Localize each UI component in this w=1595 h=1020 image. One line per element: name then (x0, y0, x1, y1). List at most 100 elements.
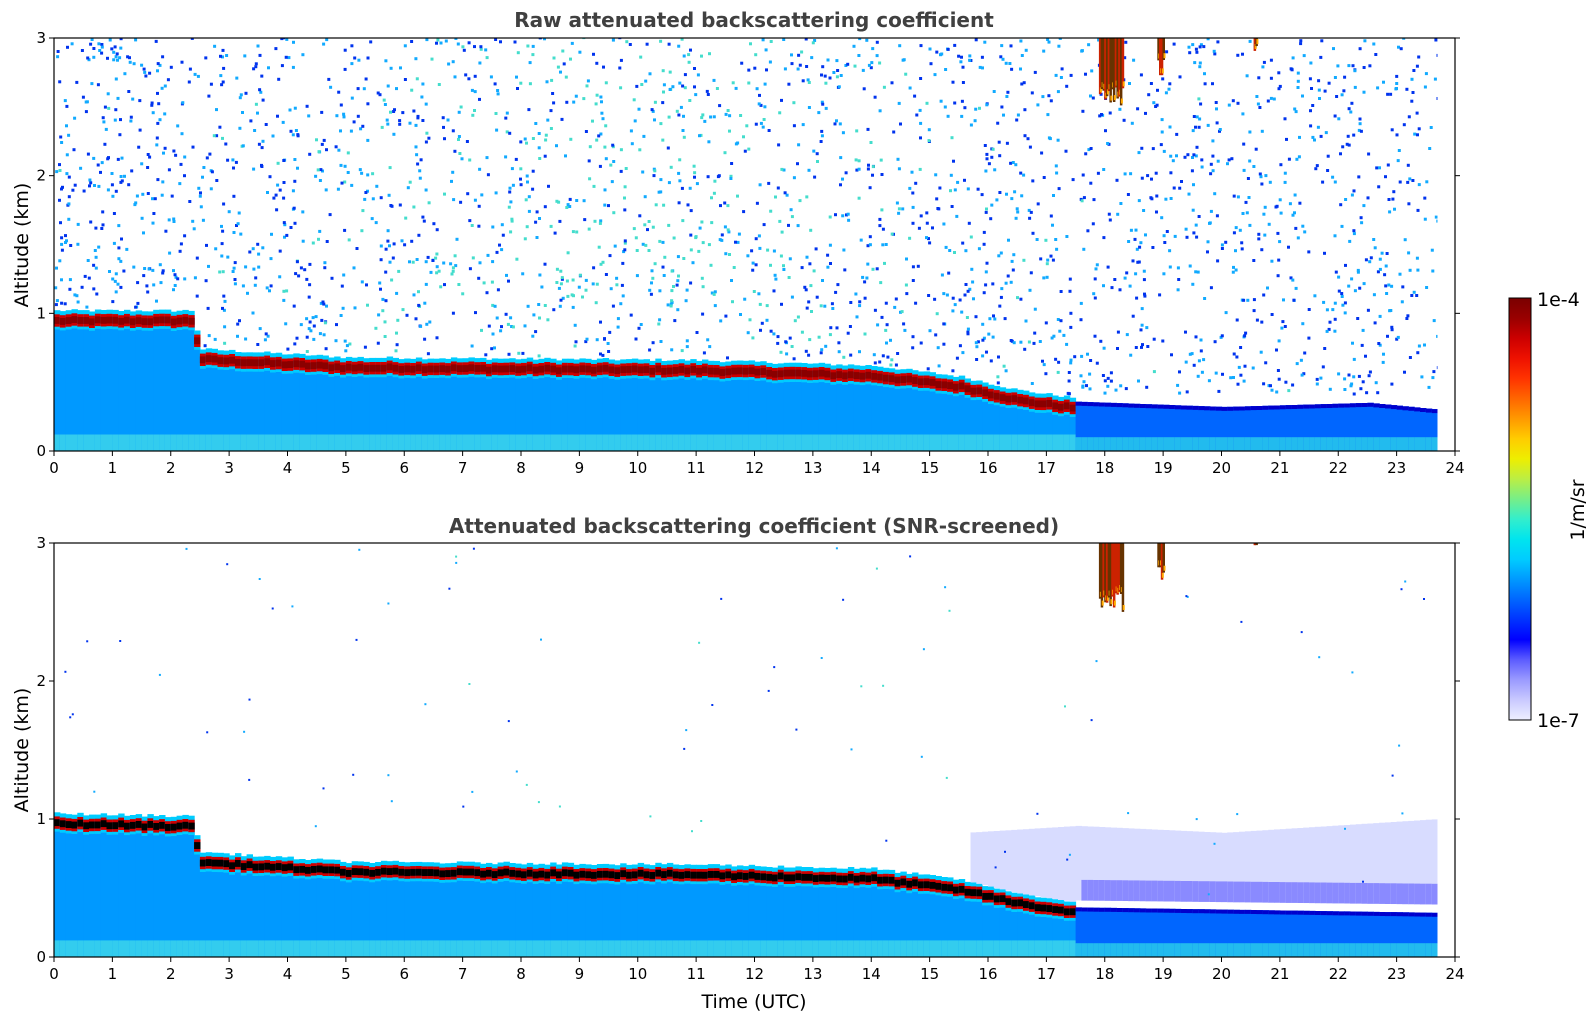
noise-speck (571, 305, 575, 309)
noise-speck (757, 102, 761, 106)
noise-speck (961, 65, 965, 69)
noise-speck (1192, 153, 1196, 157)
aerosol-column (1198, 909, 1205, 957)
noise-speck (1309, 124, 1313, 128)
noise-speck (1081, 384, 1085, 388)
noise-speck (1432, 319, 1436, 323)
noise-speck (828, 333, 832, 337)
noise-speck (287, 56, 291, 60)
aerosol-top (1192, 909, 1199, 914)
noise-speck (1036, 202, 1040, 206)
surface-layer (824, 940, 831, 957)
cloud-core (947, 884, 954, 892)
noise-speck (355, 638, 358, 641)
noise-speck (119, 175, 123, 178)
noise-speck (871, 173, 874, 177)
noise-speck (366, 102, 370, 106)
surface-layer (1361, 943, 1368, 957)
noise-speck (753, 66, 757, 70)
surface-layer (970, 434, 977, 451)
surface-layer (1133, 943, 1141, 957)
screened-haze (1408, 820, 1415, 905)
aerosol-column (731, 880, 738, 957)
noise-speck (648, 32, 651, 35)
noise-speck (1352, 133, 1356, 137)
surface-layer (1402, 437, 1409, 451)
noise-speck (953, 303, 957, 307)
noise-speck (1081, 173, 1085, 177)
noise-speck (1226, 162, 1229, 166)
noise-speck (525, 141, 528, 145)
noise-speck (675, 109, 679, 113)
noise-speck (111, 194, 115, 198)
surface-layer (1017, 940, 1024, 957)
noise-speck (1295, 362, 1299, 366)
noise-speck (890, 81, 894, 85)
noise-speck (904, 283, 908, 287)
noise-speck (442, 125, 445, 129)
noise-speck (889, 363, 893, 367)
noise-speck (667, 42, 671, 46)
noise-speck (846, 212, 850, 216)
aerosol-column (1169, 405, 1176, 451)
noise-speck (391, 256, 395, 260)
noise-speck (55, 170, 59, 174)
surface-layer (620, 940, 627, 957)
noise-speck (604, 273, 608, 276)
surface-layer (503, 434, 510, 451)
cloud-core (614, 367, 621, 375)
noise-speck (305, 350, 309, 353)
noise-speck (1134, 228, 1138, 232)
surface-layer (1122, 943, 1129, 957)
cloud-core (550, 869, 557, 877)
noise-speck (254, 62, 258, 66)
noise-speck (961, 351, 965, 355)
cloud-core (217, 357, 224, 365)
noise-speck (1002, 364, 1006, 368)
noise-speck (1337, 117, 1341, 121)
aerosol-column (135, 827, 143, 957)
surface-layer (450, 940, 458, 957)
noise-speck (1353, 85, 1357, 89)
noise-speck (797, 53, 801, 57)
noise-speck (1187, 192, 1191, 196)
noise-speck (797, 143, 801, 147)
noise-speck (1246, 298, 1250, 302)
noise-speck (1152, 370, 1156, 374)
noise-speck (918, 167, 922, 171)
noise-speck (119, 38, 123, 41)
surface-layer (655, 940, 662, 957)
aerosol-top (1279, 405, 1287, 410)
noise-speck (1102, 236, 1106, 240)
surface-layer (637, 434, 645, 451)
screened-haze (1379, 883, 1386, 904)
aerosol-top (1128, 403, 1135, 408)
noise-speck (1252, 165, 1256, 168)
noise-speck (249, 34, 252, 37)
noise-speck (755, 87, 759, 91)
noise-speck (911, 191, 915, 195)
surface-layer (205, 940, 213, 957)
surface-layer (1110, 437, 1117, 451)
aerosol-top (1320, 404, 1328, 409)
noise-speck (1343, 377, 1347, 381)
noise-speck (1126, 193, 1130, 196)
noise-speck (403, 78, 407, 81)
surface-layer (690, 434, 697, 451)
noise-speck (1079, 301, 1083, 305)
noise-speck (1009, 161, 1013, 165)
surface-layer (742, 434, 750, 451)
aerosol-column (789, 376, 796, 451)
cloud-core (602, 870, 610, 878)
noise-speck (978, 106, 981, 110)
noise-speck (1230, 157, 1234, 161)
noise-speck (995, 198, 999, 202)
aerosol-column (731, 374, 738, 451)
noise-speck (508, 190, 512, 194)
noise-speck (1198, 65, 1202, 69)
noise-speck (281, 120, 285, 124)
noise-speck (1051, 258, 1055, 262)
noise-speck (1236, 53, 1240, 57)
noise-speck (457, 110, 461, 114)
cloud-core (153, 823, 160, 830)
